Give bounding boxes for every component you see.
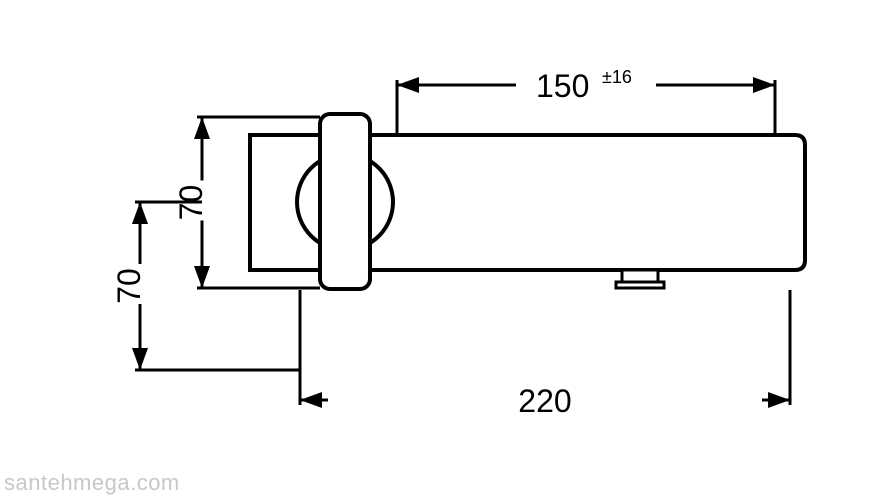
svg-text:220: 220 bbox=[518, 383, 571, 419]
dim-top: 150 ±16 bbox=[397, 65, 775, 135]
mixer-body bbox=[250, 114, 805, 289]
svg-text:150: 150 bbox=[536, 68, 589, 104]
svg-text:70: 70 bbox=[111, 268, 147, 304]
watermark: santehmega.com bbox=[4, 470, 180, 496]
dim-bottom: 220 bbox=[300, 290, 790, 419]
svg-text:±16: ±16 bbox=[602, 67, 632, 87]
technical-drawing: 150±167070220 bbox=[0, 0, 880, 500]
